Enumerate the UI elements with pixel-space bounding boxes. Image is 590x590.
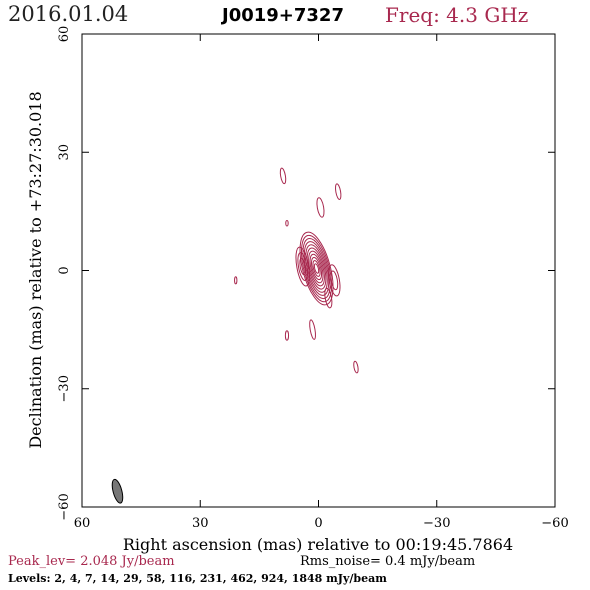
contour-ring [311, 256, 323, 281]
y-tick-label: 0 [57, 266, 72, 274]
x-axis-label: Right ascension (mas) relative to 00:19:… [123, 535, 513, 554]
x-tick-label: 30 [192, 516, 209, 531]
contour-ring [308, 250, 325, 287]
contour-ring [328, 264, 341, 297]
x-tick-label: −60 [541, 516, 568, 531]
contour-ring [299, 231, 334, 306]
contour-ring [313, 263, 320, 274]
contour-ring [303, 241, 330, 296]
y-tick-label: −60 [57, 493, 72, 520]
contour-ring [284, 330, 290, 341]
contour-ring [309, 319, 316, 340]
contour-ring [335, 183, 342, 200]
x-tick-labels: 60 30 0 −30 −60 [74, 516, 569, 531]
contour-ring [295, 246, 310, 287]
y-tick-label: 30 [57, 144, 72, 161]
contour-set [234, 167, 359, 374]
y-tick-label: −30 [57, 375, 72, 402]
contour-ring [324, 287, 333, 309]
y-tick-labels: 60 30 0 −30 −60 [57, 26, 72, 521]
contour-ring [353, 360, 359, 374]
contour-ring [285, 219, 289, 227]
x-tick-label: −30 [423, 516, 450, 531]
frequency-label: Freq: 4.3 GHz [385, 3, 529, 27]
contour-ring [279, 167, 287, 185]
x-tick-label: 60 [74, 516, 91, 531]
contour-levels: Levels: 2, 4, 7, 14, 29, 58, 116, 231, 4… [8, 572, 387, 585]
contour-ring [234, 276, 238, 285]
contour-ring [299, 257, 307, 276]
observation-date: 2016.01.04 [8, 2, 129, 26]
contour-ring [297, 252, 309, 281]
y-tick-label: 60 [57, 26, 72, 43]
y-axis-label: Declination (mas) relative to +73:27:30.… [26, 91, 45, 448]
axis-ticks [81, 33, 556, 508]
x-tick-label: 0 [314, 516, 322, 531]
beam-ellipse [111, 478, 124, 504]
contour-ring [300, 234, 333, 303]
beam-shape [111, 478, 124, 504]
contour-ring [309, 253, 324, 284]
rms-noise: Rms_noise= 0.4 mJy/beam [300, 554, 476, 569]
peak-level: Peak_lev= 2.048 Jy/beam [8, 554, 175, 569]
contour-ring [312, 260, 321, 277]
contour-ring [330, 270, 339, 291]
contour-ring [316, 197, 325, 218]
source-name: J0019+7327 [222, 5, 344, 26]
